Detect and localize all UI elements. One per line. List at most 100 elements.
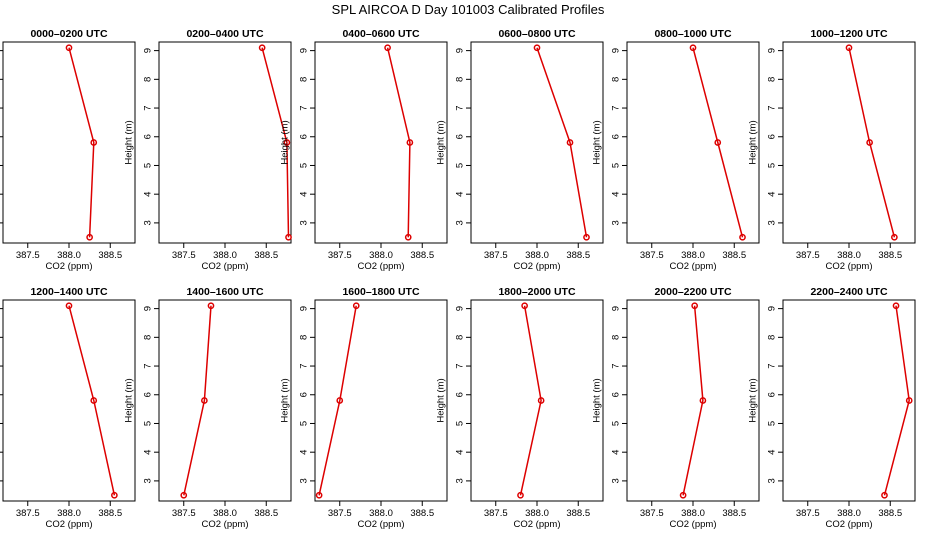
panel-title: 0800–1000 UTC bbox=[654, 28, 731, 40]
y-tick-label: 3 bbox=[611, 478, 622, 483]
x-tick-label: 388.5 bbox=[98, 508, 122, 519]
y-tick-label: 4 bbox=[767, 450, 778, 455]
profile-point bbox=[517, 491, 524, 499]
x-tick-label: 387.5 bbox=[328, 250, 352, 261]
profile-point bbox=[180, 491, 188, 499]
y-tick-label: 8 bbox=[767, 335, 778, 340]
profile-point bbox=[86, 233, 93, 241]
y-tick-label: 6 bbox=[611, 134, 622, 139]
plot-frame bbox=[626, 299, 760, 502]
x-tick-label: 388.0 bbox=[837, 508, 861, 519]
profile-point bbox=[892, 302, 900, 310]
y-tick-label: 3 bbox=[455, 220, 466, 225]
profile-point bbox=[691, 302, 699, 310]
profile-line bbox=[318, 305, 357, 496]
plot-frame bbox=[314, 299, 448, 502]
x-tick-label: 388.0 bbox=[681, 250, 705, 261]
panel-8: 1400–1600 UTC 387.5 388.0 388.5 CO2 (ppm) 3 4 5… bbox=[124, 286, 292, 530]
profile-point bbox=[583, 233, 590, 241]
y-tick-label: 7 bbox=[143, 363, 154, 368]
y-tick-label: 9 bbox=[455, 48, 466, 53]
y-tick-label: 5 bbox=[143, 163, 154, 168]
profile-line bbox=[386, 47, 411, 238]
profile-line bbox=[692, 47, 744, 238]
profile-point bbox=[679, 491, 687, 499]
y-axis-label: Height (m) bbox=[124, 378, 135, 422]
profile-point bbox=[905, 397, 913, 404]
x-tick-label: 388.5 bbox=[566, 250, 590, 261]
x-tick-label: 388.0 bbox=[57, 508, 81, 519]
profile-point bbox=[521, 302, 528, 310]
y-tick-label: 5 bbox=[611, 163, 622, 168]
profile-point bbox=[406, 139, 414, 146]
y-tick-label: 5 bbox=[299, 163, 310, 168]
x-tick-label: 388.0 bbox=[213, 250, 237, 261]
y-tick-label: 8 bbox=[299, 335, 310, 340]
y-tick-label: 8 bbox=[455, 335, 466, 340]
y-tick-label: 8 bbox=[455, 77, 466, 82]
x-axis-label: CO2 (ppm) bbox=[202, 519, 249, 530]
y-tick-label: 3 bbox=[143, 220, 154, 225]
y-tick-label: 9 bbox=[767, 48, 778, 53]
panel-3: 0400–0600 UTC 387.5 388.0 388.5 CO2 (ppm) 3 4 5… bbox=[280, 28, 448, 272]
profile-point bbox=[285, 233, 292, 241]
y-tick-label: 5 bbox=[611, 421, 622, 426]
y-tick-label: 5 bbox=[299, 421, 310, 426]
panel-9: 1600–1800 UTC 387.5 388.0 388.5 CO2 (ppm) 3 4 5… bbox=[280, 286, 448, 530]
panel-12: 2200–2400 UTC 387.5 388.0 388.5 CO2 (ppm) 3 4 5… bbox=[748, 286, 916, 530]
panel-title: 1200–1400 UTC bbox=[30, 286, 107, 298]
x-axis-label: CO2 (ppm) bbox=[46, 261, 93, 272]
panel-title: 0400–0600 UTC bbox=[342, 28, 419, 40]
x-tick-label: 388.0 bbox=[369, 250, 393, 261]
plot-frame bbox=[2, 41, 136, 244]
profile-point bbox=[699, 397, 707, 404]
panel-10: 1800–2000 UTC 387.5 388.0 388.5 CO2 (ppm) 3 4 5… bbox=[436, 286, 604, 530]
x-tick-label: 388.0 bbox=[369, 508, 393, 519]
chart-title: SPL AIRCOA D Day 101003 Calibrated Profi… bbox=[332, 2, 605, 17]
x-axis-label: CO2 (ppm) bbox=[826, 261, 873, 272]
x-tick-label: 387.5 bbox=[328, 508, 352, 519]
y-tick-label: 7 bbox=[611, 105, 622, 110]
x-tick-label: 388.0 bbox=[213, 508, 237, 519]
panel-title: 1400–1600 UTC bbox=[186, 286, 263, 298]
profile-line bbox=[536, 47, 588, 238]
y-tick-label: 6 bbox=[611, 392, 622, 397]
profile-line bbox=[519, 305, 542, 496]
panel-title: 2000–2200 UTC bbox=[654, 286, 731, 298]
profile-line bbox=[68, 305, 116, 496]
x-tick-label: 388.0 bbox=[525, 250, 549, 261]
x-tick-label: 388.5 bbox=[254, 508, 278, 519]
y-axis-label: Height (m) bbox=[592, 378, 603, 422]
y-tick-label: 5 bbox=[455, 421, 466, 426]
plot-frame bbox=[782, 41, 916, 244]
profile-point bbox=[689, 44, 697, 52]
x-tick-label: 388.0 bbox=[837, 250, 861, 261]
x-tick-label: 387.5 bbox=[796, 250, 820, 261]
plot-frame bbox=[782, 299, 916, 502]
panel-2: 0200–0400 UTC 387.5 388.0 388.5 CO2 (ppm) 3 4 5… bbox=[124, 28, 292, 272]
y-axis-label: Height (m) bbox=[748, 120, 759, 164]
profile-point bbox=[739, 233, 746, 241]
x-axis-label: CO2 (ppm) bbox=[514, 519, 561, 530]
x-tick-label: 388.0 bbox=[525, 508, 549, 519]
y-tick-label: 6 bbox=[455, 392, 466, 397]
profile-line bbox=[848, 47, 896, 238]
panel-11: 2000–2200 UTC 387.5 388.0 388.5 CO2 (ppm) 3 4 5… bbox=[592, 286, 760, 530]
y-tick-label: 6 bbox=[299, 134, 310, 139]
y-tick-label: 7 bbox=[455, 105, 466, 110]
y-tick-label: 3 bbox=[767, 478, 778, 483]
y-tick-label: 7 bbox=[767, 363, 778, 368]
plot-frame bbox=[158, 41, 292, 244]
y-tick-label: 8 bbox=[767, 77, 778, 82]
y-tick-label: 8 bbox=[143, 77, 154, 82]
y-tick-label: 8 bbox=[611, 77, 622, 82]
profile-line bbox=[183, 305, 212, 496]
profile-point bbox=[111, 491, 118, 499]
y-axis-label: Height (m) bbox=[436, 378, 447, 422]
y-tick-label: 6 bbox=[767, 392, 778, 397]
profile-point bbox=[891, 233, 898, 241]
y-tick-label: 9 bbox=[299, 306, 310, 311]
